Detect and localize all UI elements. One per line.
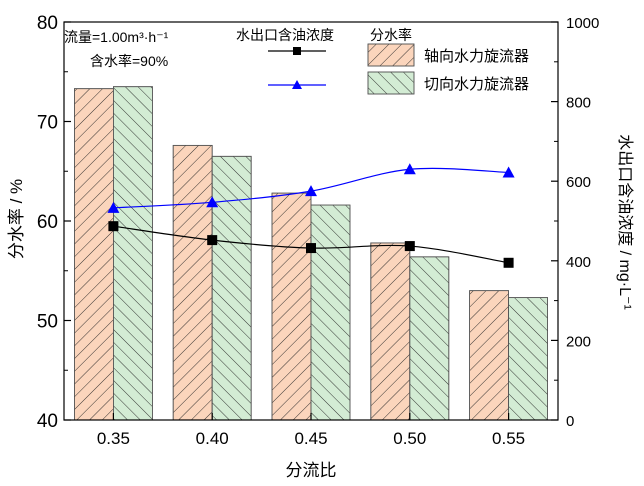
- point-water-4: [502, 166, 515, 178]
- y2-axis-title: 水出口含油浓度 / mg·L⁻¹: [616, 134, 634, 310]
- legend-marker-triangle: [292, 80, 302, 89]
- y2-tick-label-5: 1000: [566, 15, 599, 32]
- y2-tick-label-0: 0: [566, 413, 574, 430]
- x-axis-title: 分流比: [286, 461, 337, 480]
- y2-tick-label-1: 200: [566, 333, 591, 350]
- point-water-0: [107, 201, 120, 213]
- point-water-1: [206, 196, 219, 208]
- y-axis-title: 分水率 / %: [7, 179, 26, 259]
- x-tick-label-3: 0.50: [393, 429, 426, 448]
- legend-label-axial: 轴向水力旋流器: [424, 48, 529, 65]
- bar-hatch-tangential-0: [113, 86, 153, 421]
- bar-hatch-tangential-1: [211, 155, 252, 421]
- bars: [74, 86, 549, 421]
- point-water-3: [403, 163, 416, 175]
- bar-hatch-tangential-4: [508, 297, 549, 421]
- y-tick-label-4: 80: [37, 13, 58, 34]
- legend-label-tangential: 切向水力旋流器: [424, 76, 529, 93]
- annotation-water-cut: 含水率=90%: [90, 53, 168, 69]
- bar-hatch-axial-0: [74, 88, 114, 421]
- y2-tick-label-2: 400: [566, 254, 591, 271]
- annotation-flow: 流量=1.00m³·h⁻¹: [64, 29, 169, 45]
- x-tick-label-0: 0.35: [97, 429, 130, 448]
- point-oil-3: [404, 241, 415, 252]
- bar-hatch-axial-2: [271, 192, 312, 421]
- y-tick-label-2: 60: [37, 212, 58, 233]
- point-oil-2: [306, 243, 316, 254]
- legend: 水出口含油浓度 分水率 轴向水力旋流器 切向水力旋流器: [236, 27, 529, 95]
- bar-hatch-axial-3: [370, 242, 411, 421]
- point-oil-1: [207, 235, 218, 246]
- bar-hatch-tangential-3: [409, 256, 450, 421]
- legend-marker-square: [293, 47, 301, 55]
- y-tick-label-0: 40: [37, 411, 58, 432]
- legend-header-water: 分水率: [370, 27, 412, 43]
- x-tick-label-2: 0.45: [294, 429, 327, 448]
- bar-hatch-axial-1: [172, 144, 213, 421]
- bar-hatch-tangential-2: [310, 204, 351, 421]
- x-tick-label-4: 0.55: [492, 429, 525, 448]
- y2-tick-label-3: 600: [566, 174, 591, 191]
- point-water-2: [305, 185, 317, 197]
- legend-swatch-axial-hatch: [367, 43, 415, 67]
- y-tick-label-3: 70: [37, 113, 58, 134]
- legend-swatch-tangential-hatch: [367, 71, 415, 95]
- bar-hatch-axial-4: [469, 290, 510, 421]
- point-oil-4: [503, 257, 514, 268]
- legend-header-oil: 水出口含油浓度: [236, 27, 334, 43]
- lines: [107, 163, 515, 268]
- y-tick-label-1: 50: [37, 312, 58, 333]
- point-oil-0: [108, 221, 119, 232]
- x-tick-label-1: 0.40: [196, 429, 229, 448]
- y2-tick-label-4: 800: [566, 95, 591, 112]
